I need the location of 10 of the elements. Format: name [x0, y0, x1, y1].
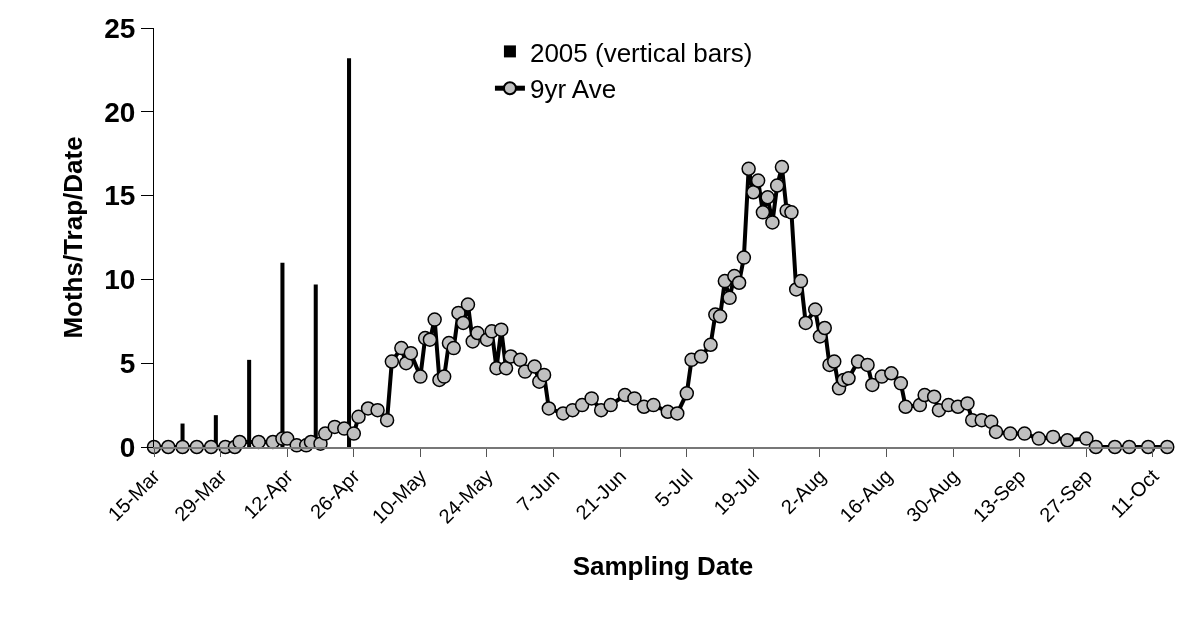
y-tick-label: 5 [119, 348, 136, 379]
y-tick-label: 0 [119, 431, 136, 463]
y-tick-label: 15 [104, 180, 136, 212]
y-axis-title: Moths/Trap/Date [57, 136, 88, 339]
legend-label: 9yr Ave [529, 74, 617, 105]
y-tick-label: 10 [104, 264, 136, 296]
x-axis-title: Sampling Date [572, 551, 754, 582]
y-tick-label: 25 [104, 12, 136, 44]
y-tick-label: 20 [104, 96, 136, 128]
legend-label: 2005 (vertical bars) [529, 37, 753, 68]
